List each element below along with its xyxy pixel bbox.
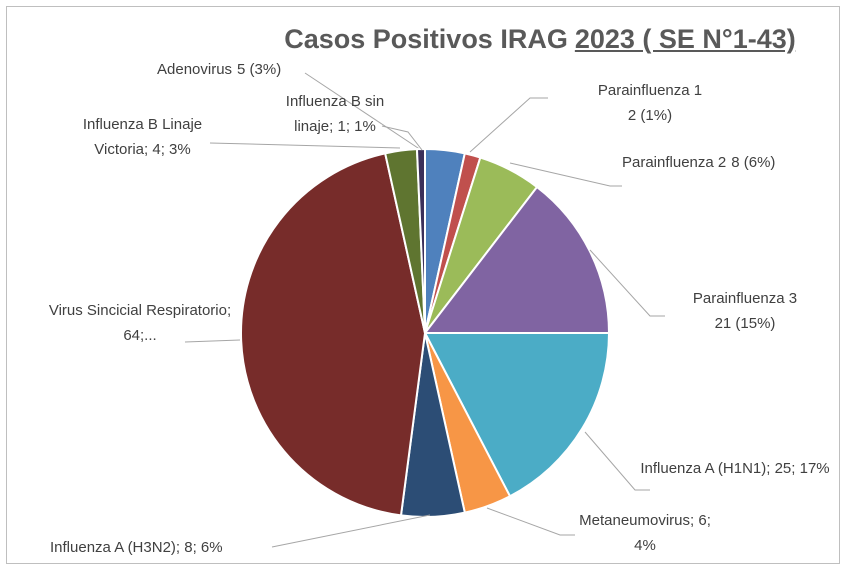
leader-line	[469, 97, 548, 153]
value-label: ; 25; 17%	[766, 460, 830, 477]
pie-slice	[240, 152, 427, 517]
slice-label: Adenovirus 5 (3%)	[157, 57, 357, 82]
category-label: Influenza B sin linaje	[285, 93, 385, 135]
value-label: ; 64;...	[123, 302, 232, 344]
slice-label: Influenza A (H1N1); 25; 17%	[640, 456, 830, 481]
chart-title: Casos Positivos IRAG 2023 ( SE N°1-43)	[250, 24, 830, 55]
category-label: Adenovirus	[157, 61, 233, 78]
slice-label: Virus Sincicial Respiratorio; 64;...	[45, 298, 235, 348]
leader-line	[584, 431, 650, 491]
leader-line	[486, 507, 575, 536]
leader-line	[589, 249, 665, 317]
slice-label: Influenza B sin linaje; 1; 1%	[270, 89, 400, 139]
value-label: ; 6; 4%	[634, 512, 711, 554]
title-part: 2023 ( SE N°1-43)	[574, 24, 796, 54]
leader-line	[509, 162, 622, 187]
category-label: Parainfluenza 3	[692, 290, 798, 307]
category-label: Influenza B Linaje Victoria	[82, 116, 203, 158]
value-label: 5 (3%)	[237, 61, 282, 78]
category-label: Parainfluenza 2	[622, 154, 727, 171]
pie-slice	[422, 185, 611, 334]
category-label: Influenza A (H3N2)	[50, 539, 176, 556]
leader-line	[381, 125, 423, 151]
slice-label: Parainfluenza 3 21 (15%)	[665, 286, 825, 336]
title-part: Casos Positivos IRAG	[284, 24, 568, 54]
leader-line	[184, 339, 241, 343]
slice-label: Influenza B Linaje Victoria; 4; 3%	[55, 112, 230, 162]
pie-slice	[423, 332, 611, 498]
leader-line	[209, 142, 401, 149]
leader-line	[304, 72, 422, 151]
slice-label: Influenza A (H3N2); 8; 6%	[50, 535, 290, 560]
category-label: Parainfluenza 1	[597, 82, 703, 99]
value-label: 21 (15%)	[714, 315, 776, 332]
slice-label: Metaneumovirus; 6; 4%	[570, 508, 720, 558]
category-label: Virus Sincicial Respiratorio	[48, 302, 227, 319]
chart-frame	[6, 6, 840, 564]
value-label: 8 (6%)	[731, 154, 776, 171]
category-label: Metaneumovirus	[579, 512, 691, 529]
value-label: ; 1; 1%	[329, 118, 376, 135]
value-label: ; 4; 3%	[144, 141, 191, 158]
category-label: Influenza A (H1N1)	[640, 460, 767, 477]
value-label: ; 8; 6%	[175, 539, 223, 556]
slice-label: Parainfluenza 1 2 (1%)	[570, 78, 730, 128]
leader-line	[271, 514, 431, 548]
value-label: 2 (1%)	[627, 107, 673, 124]
